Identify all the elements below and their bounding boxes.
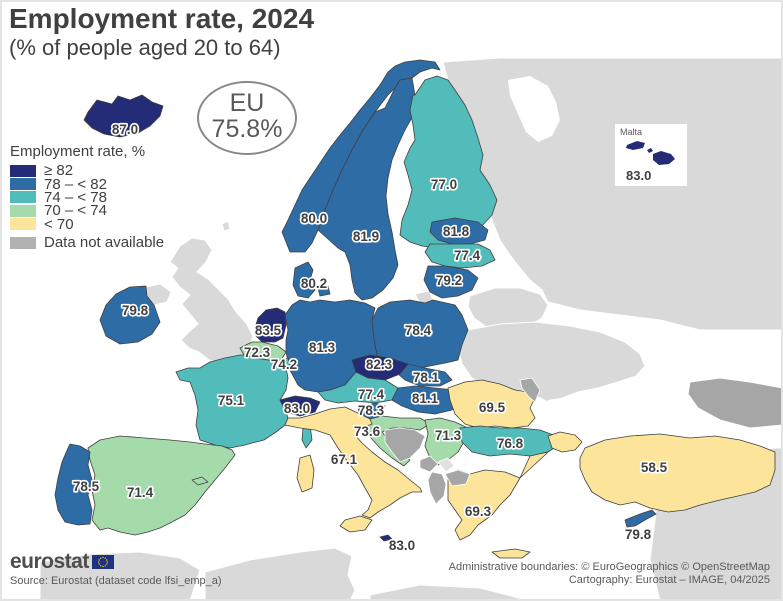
svg-text:71.4: 71.4 bbox=[127, 485, 154, 500]
svg-text:81.8: 81.8 bbox=[443, 224, 470, 239]
svg-text:78.3: 78.3 bbox=[358, 403, 385, 418]
svg-text:81.3: 81.3 bbox=[309, 340, 336, 355]
svg-text:83.0: 83.0 bbox=[389, 538, 415, 553]
svg-text:67.1: 67.1 bbox=[331, 452, 358, 467]
svg-text:77.4: 77.4 bbox=[358, 387, 385, 402]
svg-text:80.0: 80.0 bbox=[301, 211, 327, 226]
svg-text:78.4: 78.4 bbox=[405, 323, 432, 338]
svg-text:83.5: 83.5 bbox=[255, 323, 282, 338]
svg-text:81.1: 81.1 bbox=[412, 391, 439, 406]
svg-text:73.6: 73.6 bbox=[354, 424, 381, 439]
svg-text:79.2: 79.2 bbox=[436, 273, 462, 288]
svg-text:72.3: 72.3 bbox=[244, 345, 271, 360]
svg-text:74.2: 74.2 bbox=[271, 357, 297, 372]
svg-text:87.0: 87.0 bbox=[112, 122, 138, 137]
svg-text:69.5: 69.5 bbox=[479, 400, 506, 415]
svg-text:82.3: 82.3 bbox=[366, 357, 393, 372]
svg-text:79.8: 79.8 bbox=[122, 303, 149, 318]
svg-text:75.1: 75.1 bbox=[218, 393, 245, 408]
svg-text:69.3: 69.3 bbox=[465, 504, 492, 519]
svg-text:78.5: 78.5 bbox=[73, 479, 100, 494]
svg-text:77.4: 77.4 bbox=[454, 248, 481, 263]
svg-text:78.1: 78.1 bbox=[413, 370, 440, 385]
svg-text:80.2: 80.2 bbox=[301, 276, 327, 291]
svg-text:79.8: 79.8 bbox=[625, 527, 652, 542]
svg-text:77.0: 77.0 bbox=[431, 177, 457, 192]
svg-text:81.9: 81.9 bbox=[353, 229, 379, 244]
svg-text:58.5: 58.5 bbox=[641, 460, 668, 475]
svg-text:71.3: 71.3 bbox=[435, 428, 462, 443]
svg-text:83.0: 83.0 bbox=[284, 401, 310, 416]
svg-text:76.8: 76.8 bbox=[497, 436, 524, 451]
